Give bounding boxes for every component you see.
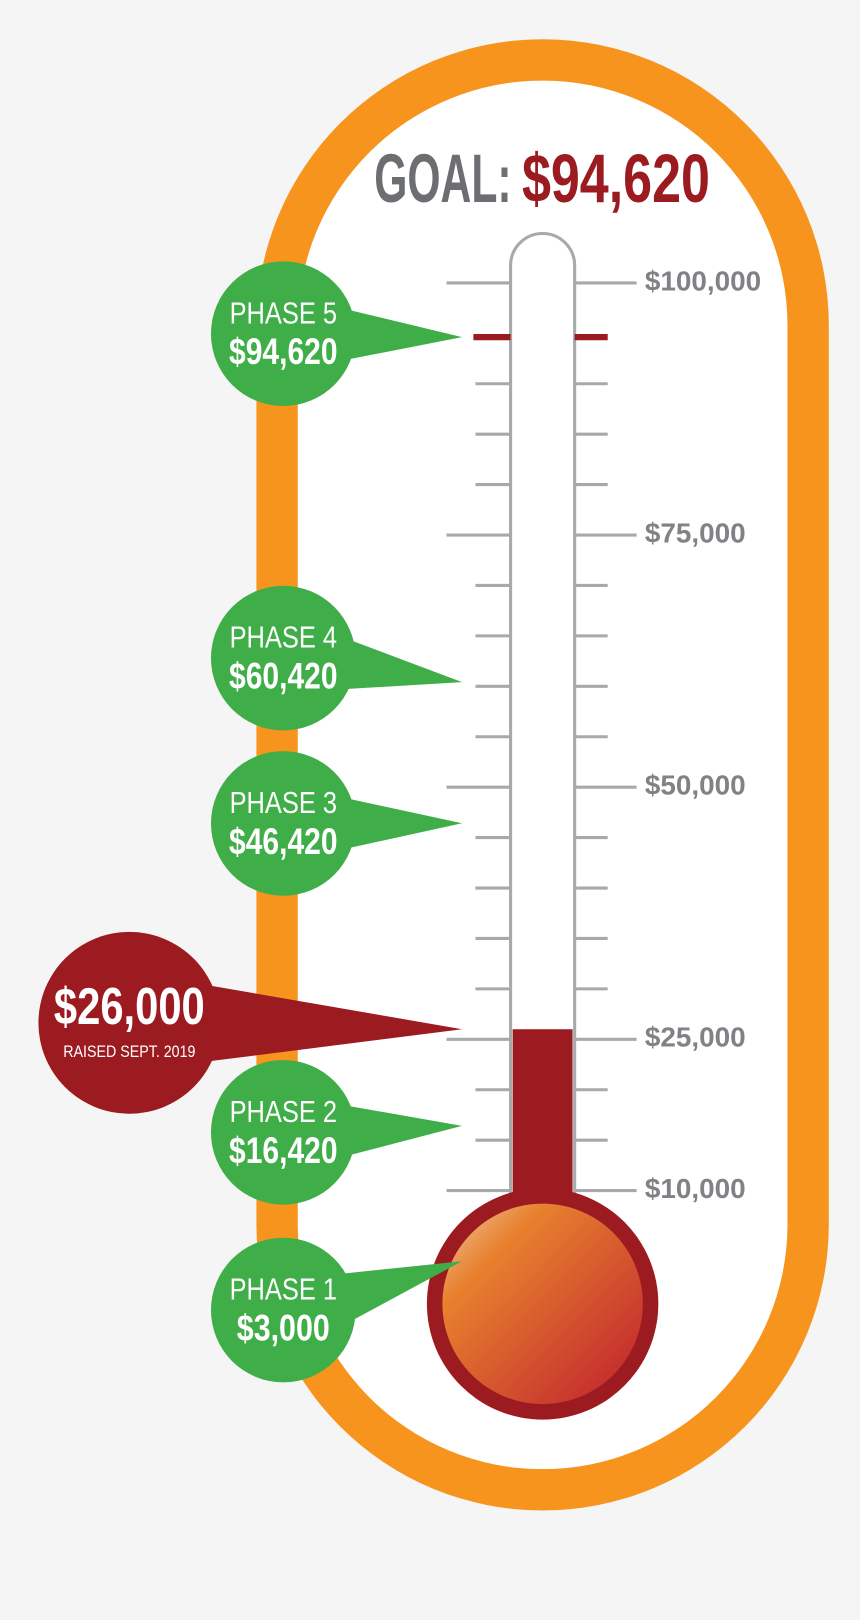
phase-name: PHASE 5 — [230, 295, 337, 330]
phase-name: PHASE 3 — [230, 785, 337, 820]
thermometer: $10,000 $25,000 $50,000 $75,000 $100,000 PHAS… — [38, 231, 761, 1420]
y-tick-label: $50,000 — [645, 770, 746, 801]
chart-title: GOAL: — [374, 141, 511, 217]
phase-amount: $16,420 — [229, 1129, 337, 1171]
raised-note: RAISED SEPT. 2019 — [63, 1042, 195, 1061]
phase-badge — [210, 585, 356, 731]
phase-amount: $3,000 — [237, 1307, 330, 1349]
phase-amount: $94,620 — [229, 330, 337, 372]
phase-badge — [210, 751, 356, 896]
phase-amount: $46,420 — [229, 820, 337, 862]
y-tick-label: $100,000 — [645, 265, 761, 296]
phase-name: PHASE 4 — [230, 620, 337, 655]
raised-badge — [38, 931, 221, 1114]
phase-name: PHASE 2 — [230, 1094, 337, 1129]
raised-amount: $26,000 — [54, 977, 205, 1035]
raised-pointer — [186, 981, 463, 1065]
y-tick-label: $75,000 — [645, 517, 746, 548]
phase-badge — [210, 1237, 356, 1383]
phase-badge — [210, 261, 356, 407]
phase-name: PHASE 1 — [230, 1272, 337, 1307]
y-tick-label: $25,000 — [645, 1022, 746, 1053]
y-tick-label: $10,000 — [645, 1173, 746, 1204]
phase-badge — [210, 1060, 356, 1205]
phase-amount: $60,420 — [229, 655, 337, 697]
goal-label: $94,620 — [522, 141, 710, 217]
bulb-inner — [442, 1203, 643, 1405]
